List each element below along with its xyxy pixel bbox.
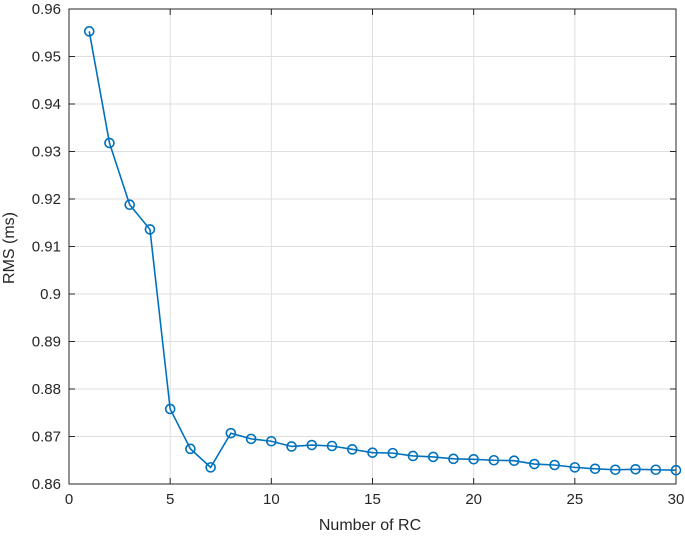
x-tick-label: 5 — [166, 491, 174, 508]
data-point-marker — [185, 443, 196, 455]
y-tick-label: 0.88 — [32, 381, 61, 398]
data-point-marker — [589, 463, 601, 475]
data-point-marker — [427, 451, 439, 463]
data-point-marker — [124, 199, 135, 210]
data-point-marker — [245, 433, 257, 445]
series-layer — [83, 26, 682, 476]
data-point-marker — [164, 403, 176, 415]
data-point-marker — [346, 444, 358, 455]
data-point-marker — [306, 439, 318, 451]
x-tick-label: 10 — [263, 491, 280, 508]
data-point-marker — [387, 447, 399, 459]
x-tick-label: 30 — [668, 491, 685, 508]
data-point-marker — [488, 454, 500, 466]
y-tick-label: 0.96 — [32, 1, 61, 18]
data-point-marker — [144, 224, 156, 235]
tick-labels: 0 5 10 15 20 25 30 0.86 0.87 0.88 0.89 0.9 0.91 0.92 0… — [32, 1, 685, 508]
y-tick-label: 0.9 — [40, 286, 61, 303]
axes — [68, 8, 677, 485]
data-point-marker — [670, 464, 682, 476]
y-tick-label: 0.94 — [32, 96, 61, 113]
data-point-marker — [609, 464, 621, 476]
data-point-marker — [650, 464, 662, 476]
y-tick-label: 0.91 — [32, 239, 61, 256]
data-point-marker — [468, 453, 479, 465]
x-tick-label: 20 — [465, 491, 482, 508]
data-point-marker — [448, 453, 459, 465]
data-point-marker — [569, 462, 581, 473]
data-point-marker — [266, 435, 277, 447]
data-point-marker — [630, 463, 641, 475]
y-tick-label: 0.87 — [32, 429, 61, 446]
data-point-marker — [407, 450, 419, 462]
data-point-marker — [326, 440, 338, 452]
x-tick-label: 0 — [65, 491, 73, 508]
y-tick-label: 0.92 — [32, 191, 61, 208]
y-tick-label: 0.86 — [32, 476, 61, 493]
y-axis-label: RMS (ms) — [1, 212, 18, 284]
y-tick-label: 0.95 — [32, 49, 61, 66]
x-axis-label: Number of RC — [319, 517, 421, 534]
x-tick-label: 25 — [566, 491, 583, 508]
y-tick-label: 0.93 — [32, 144, 61, 161]
series-line — [88, 31, 677, 472]
grid-lines — [68, 8, 677, 485]
data-point-marker — [529, 458, 540, 470]
data-point-marker — [508, 455, 520, 467]
y-tick-label: 0.89 — [32, 334, 61, 351]
data-point-marker — [286, 441, 297, 452]
x-tick-label: 15 — [364, 491, 381, 508]
data-point-marker — [225, 427, 237, 439]
data-point-marker — [104, 137, 115, 149]
data-point-marker — [549, 459, 560, 471]
data-point-marker — [205, 462, 216, 473]
data-point-marker — [367, 447, 378, 458]
data-point-marker — [83, 26, 95, 37]
